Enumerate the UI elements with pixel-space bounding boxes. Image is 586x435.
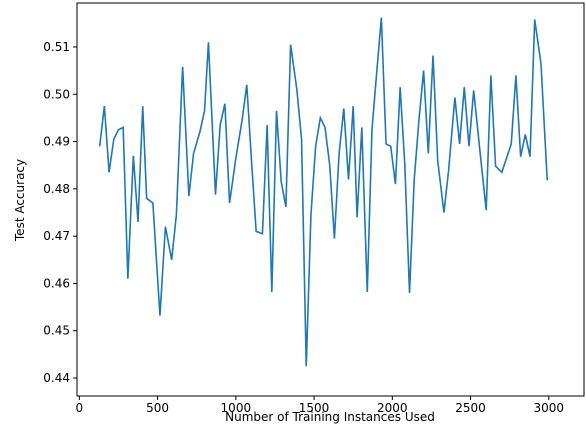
y-tick-label: 0.44 xyxy=(43,371,70,385)
y-tick-label: 0.46 xyxy=(43,276,70,290)
x-tick-label: 2000 xyxy=(377,401,408,415)
x-tick-label: 1000 xyxy=(221,401,252,415)
x-tick-label: 500 xyxy=(146,401,169,415)
y-tick-label: 0.51 xyxy=(43,40,70,54)
x-tick-label: 3000 xyxy=(534,401,565,415)
y-tick-label: 0.49 xyxy=(43,135,70,149)
y-tick-label: 0.48 xyxy=(43,182,70,196)
x-tick-label: 0 xyxy=(76,401,84,415)
x-tick-label: 1500 xyxy=(299,401,330,415)
x-tick-label: 2500 xyxy=(455,401,486,415)
x-axis-label: Number of Training Instances Used xyxy=(225,410,435,424)
data-line xyxy=(98,17,549,367)
y-tick-label: 0.45 xyxy=(43,324,70,338)
y-tick-label: 0.50 xyxy=(43,87,70,101)
plot-frame xyxy=(76,2,585,397)
y-axis-label: Test Accuracy xyxy=(13,159,27,242)
y-tick-label: 0.47 xyxy=(43,229,70,243)
